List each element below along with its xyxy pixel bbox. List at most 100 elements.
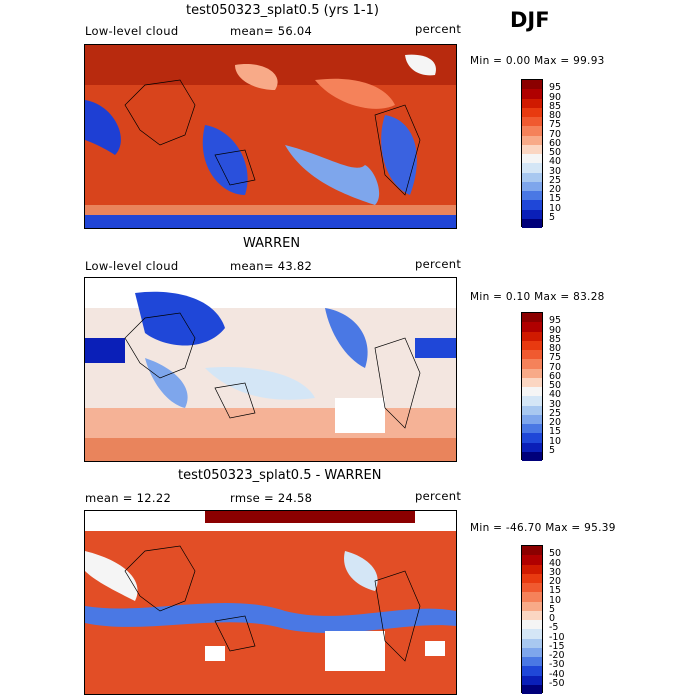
colorbar-tick-label: 90 xyxy=(549,91,562,103)
colorbar-tick-label: 50 xyxy=(549,548,562,560)
colorbar-swatch xyxy=(522,442,542,452)
colorbar-tick-label: 20 xyxy=(549,184,562,195)
colorbar-tick-label: 40 xyxy=(549,557,562,569)
colorbar-swatch xyxy=(522,209,542,219)
panel-3-rmse-label: rmse = 24.58 xyxy=(230,491,313,505)
colorbar-swatch xyxy=(522,666,542,676)
colorbar-tick-label: 75 xyxy=(549,119,562,131)
panel-3-units-label: percent xyxy=(415,489,462,503)
panel-2-units-label: percent xyxy=(415,257,462,271)
colorbar-swatch xyxy=(522,564,542,574)
colorbar-tick-label: -50 xyxy=(549,677,565,689)
colorbar-swatch xyxy=(522,322,542,332)
panel-1-title: test050323_splat0.5 (yrs 1-1) xyxy=(186,3,379,18)
panel-1-variable-label: Low-level cloud xyxy=(85,24,179,38)
colorbar-tick-label: 30 xyxy=(549,165,562,177)
colorbar-swatch xyxy=(522,98,542,108)
panel-1-minmax-stats: Min = 0.00 Max = 99.93 xyxy=(470,55,605,67)
colorbar-swatch xyxy=(522,573,542,583)
colorbar-tick-label: 60 xyxy=(549,137,562,149)
colorbar-tick-label: 90 xyxy=(549,324,562,336)
panel-1-map xyxy=(84,44,457,229)
panel-2-minmax-stats: Min = 0.10 Max = 83.28 xyxy=(470,291,605,303)
panel-1-map-field xyxy=(85,45,456,228)
colorbar-swatch xyxy=(522,181,542,191)
colorbar-swatch xyxy=(522,387,542,397)
colorbar-tick-label: 85 xyxy=(549,100,562,112)
colorbar-swatch xyxy=(522,144,542,154)
panel-3-mean-label: mean = 12.22 xyxy=(85,491,172,505)
colorbar-tick-label: -20 xyxy=(549,650,565,661)
colorbar-swatch xyxy=(522,135,542,145)
colorbar-swatch xyxy=(522,601,542,611)
colorbar-swatch xyxy=(522,126,542,136)
colorbar-tick-label: 10 xyxy=(549,594,562,606)
panel-3-title: test050323_splat0.5 - WARREN xyxy=(178,468,382,483)
panel-2-colorbar xyxy=(521,312,543,461)
colorbar-tick-label: 70 xyxy=(549,128,562,140)
colorbar-tick-label: 60 xyxy=(549,370,562,382)
colorbar-swatch xyxy=(522,89,542,99)
colorbar-swatch xyxy=(522,629,542,639)
colorbar-tick-label: -10 xyxy=(549,631,565,643)
colorbar-swatch xyxy=(522,555,542,565)
colorbar-tick-label: 95 xyxy=(549,315,562,327)
colorbar-swatch xyxy=(522,172,542,182)
colorbar-swatch xyxy=(522,424,542,434)
colorbar-swatch xyxy=(522,80,542,90)
colorbar-swatch xyxy=(522,107,542,117)
colorbar-tick-label: 30 xyxy=(549,566,562,578)
colorbar-swatch xyxy=(522,368,542,378)
colorbar-tick-label: 50 xyxy=(549,147,562,158)
colorbar-tick-label: -15 xyxy=(549,640,565,652)
colorbar-tick-label: -30 xyxy=(549,659,565,671)
panel-3-map xyxy=(84,510,457,695)
colorbar-swatch xyxy=(522,405,542,415)
colorbar-swatch xyxy=(522,610,542,620)
colorbar-tick-label: -5 xyxy=(549,622,559,634)
colorbar-swatch xyxy=(522,592,542,602)
colorbar-swatch xyxy=(522,451,542,461)
colorbar-swatch xyxy=(522,684,542,694)
colorbar-swatch xyxy=(522,583,542,593)
colorbar-swatch xyxy=(522,620,542,630)
panel-3-minmax-stats: Min = -46.70 Max = 95.39 xyxy=(470,522,616,534)
colorbar-swatch xyxy=(522,647,542,657)
colorbar-swatch xyxy=(522,313,542,323)
colorbar-tick-label: 20 xyxy=(549,417,562,428)
colorbar-swatch xyxy=(522,657,542,667)
colorbar-swatch xyxy=(522,433,542,443)
panel-1-colorbar xyxy=(521,79,543,228)
colorbar-tick-label: 10 xyxy=(549,435,562,447)
colorbar-swatch xyxy=(522,163,542,173)
colorbar-tick-label: 75 xyxy=(549,352,562,364)
colorbar-swatch xyxy=(522,414,542,424)
colorbar-tick-label: 30 xyxy=(549,398,562,410)
colorbar-swatch xyxy=(522,117,542,127)
colorbar-swatch xyxy=(522,377,542,387)
colorbar-swatch xyxy=(522,359,542,369)
colorbar-swatch xyxy=(522,546,542,556)
colorbar-swatch xyxy=(522,191,542,201)
panel-3-map-field xyxy=(85,511,456,694)
colorbar-tick-label: 50 xyxy=(549,380,562,391)
colorbar-tick-label: 80 xyxy=(549,110,562,121)
colorbar-tick-label: 25 xyxy=(549,174,562,186)
colorbar-tick-label: 15 xyxy=(549,426,562,438)
colorbar-tick-label: 85 xyxy=(549,333,562,345)
colorbar-swatch xyxy=(522,350,542,360)
colorbar-tick-label: 0 xyxy=(549,613,556,624)
season-label: DJF xyxy=(510,8,550,32)
colorbar-tick-label: -40 xyxy=(549,668,565,680)
colorbar-tick-label: 5 xyxy=(549,444,556,456)
panel-2-mean-label: mean= 43.82 xyxy=(230,259,313,273)
colorbar-tick-label: 10 xyxy=(549,202,562,214)
colorbar-tick-label: 70 xyxy=(549,361,562,373)
colorbar-tick-label: 40 xyxy=(549,389,562,401)
colorbar-tick-label: 95 xyxy=(549,82,562,94)
colorbar-tick-label: 15 xyxy=(549,585,562,597)
colorbar-tick-label: 5 xyxy=(549,603,556,615)
panel-1-units-label: percent xyxy=(415,22,462,36)
colorbar-tick-label: 40 xyxy=(549,156,562,168)
colorbar-tick-label: 80 xyxy=(549,343,562,354)
